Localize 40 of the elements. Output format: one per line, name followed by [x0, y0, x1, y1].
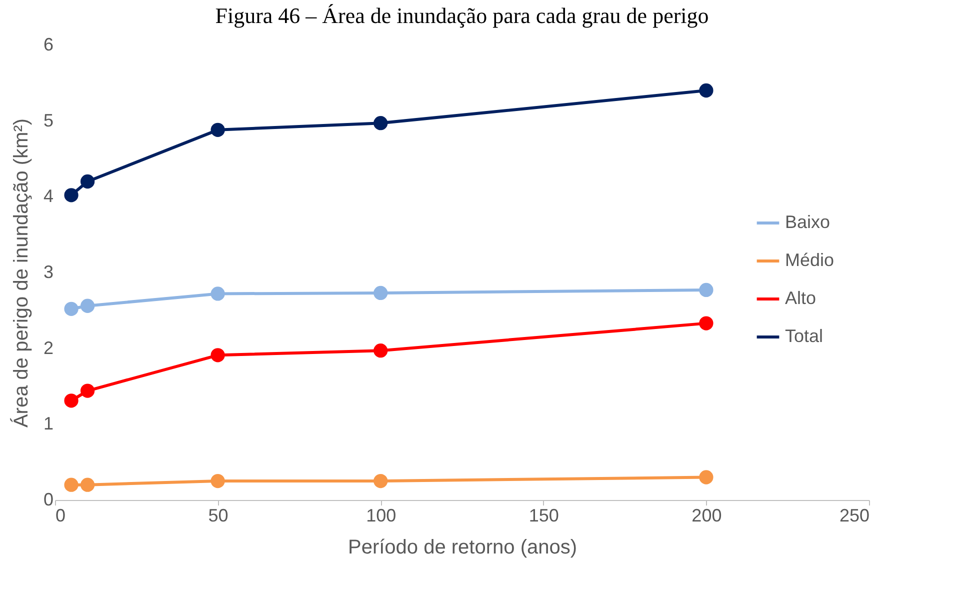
y-tick-label: 0	[43, 490, 54, 510]
y-tick-label: 3	[43, 262, 54, 282]
point	[699, 470, 714, 484]
point	[699, 316, 714, 330]
point	[374, 116, 388, 130]
point	[80, 384, 95, 398]
chart-title: Figura 46 – Área de inundação para cada grau de perigo	[215, 3, 709, 28]
x-tick-label: 50	[208, 506, 228, 526]
point	[210, 286, 225, 301]
x-tick-label: 100	[366, 506, 396, 526]
y-tick-label: 5	[43, 110, 54, 130]
point	[210, 122, 225, 137]
y-tick-label: 6	[43, 34, 54, 54]
point	[210, 348, 225, 362]
y-tick-label: 4	[43, 186, 54, 206]
point	[699, 83, 714, 98]
x-tick-label: 250	[839, 506, 870, 526]
point	[64, 188, 78, 202]
legend-label: Alto	[785, 288, 816, 308]
point	[80, 174, 95, 189]
point	[64, 394, 78, 408]
point	[64, 478, 78, 492]
x-tick-label: 150	[528, 506, 559, 526]
x-axis-title: Período de retorno (anos)	[348, 536, 578, 558]
point	[64, 302, 78, 316]
point	[699, 282, 714, 297]
point	[80, 298, 95, 313]
point	[80, 478, 95, 492]
point	[374, 344, 388, 358]
y-tick-label: 2	[43, 338, 54, 358]
y-axis-title: Área de perigo de inundação (km²)	[9, 118, 32, 428]
legend-label: Total	[785, 326, 824, 346]
x-tick-label: 0	[56, 506, 66, 526]
x-tick-label: 200	[692, 506, 722, 526]
y-tick-label: 1	[43, 414, 54, 434]
point	[374, 474, 388, 488]
point	[210, 474, 225, 488]
legend-label: Baixo	[785, 212, 830, 232]
point	[374, 286, 388, 300]
legend-label: Médio	[785, 250, 834, 270]
